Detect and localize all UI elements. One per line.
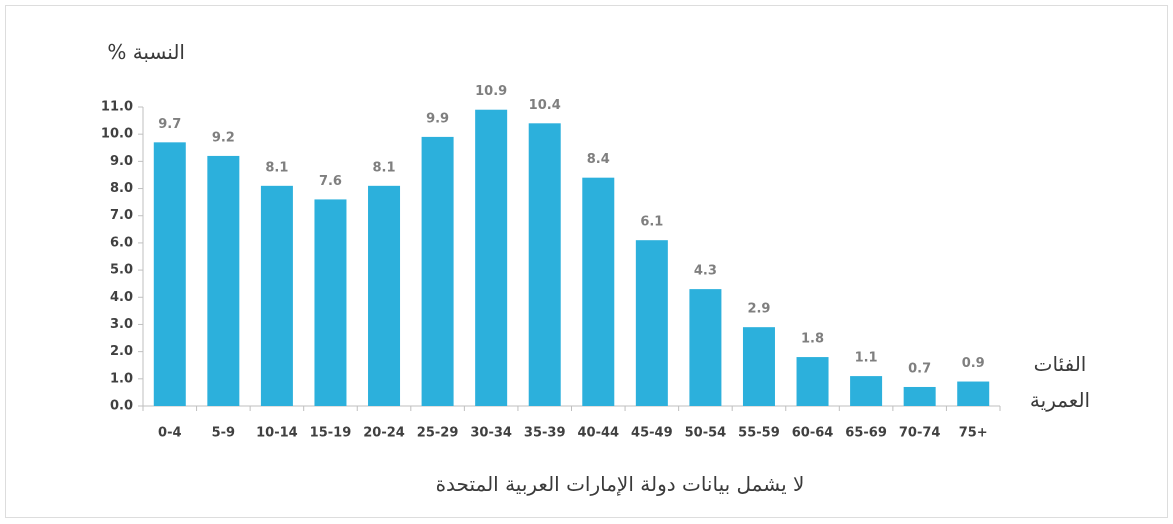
note: لا يشمل بيانات دولة الإمارات العربية الم… [435,472,805,496]
data-label: 8.4 [587,152,610,167]
bar [689,289,722,406]
data-label: 8.1 [265,160,288,175]
data-label: 0.9 [962,356,985,371]
data-label: 1.8 [801,332,824,347]
x-tick-label: 0-4 [158,426,182,441]
data-label: 4.3 [694,264,717,279]
y-tick-label: 7.0 [110,208,133,223]
x-axis-label: الفئات العمرية [1029,352,1091,412]
x-tick-label: 10-14 [256,426,298,441]
x-tick-label: 50-54 [685,426,727,441]
y-tick-label: 11.0 [101,100,133,115]
bar [475,109,508,406]
data-label: 9.9 [426,111,449,126]
y-tick-label: 10.0 [101,127,133,142]
x-tick-label: 20-24 [363,426,405,441]
bar [742,327,775,406]
bar [582,177,615,406]
y-tick-label: 8.0 [110,181,133,196]
y-axis-label: النسبة % [107,40,185,64]
data-label: 7.6 [319,174,342,189]
data-label: 10.9 [475,84,507,99]
data-label: 8.1 [373,160,396,175]
frame [5,5,1168,518]
x-tick-label: 35-39 [524,426,566,441]
y-tick-label: 9.0 [110,154,133,169]
x-tick-label: 15-19 [310,426,352,441]
x-tick-label: 30-34 [470,426,512,441]
data-label: 0.7 [908,361,931,376]
y-tick-label: 1.0 [110,371,133,386]
bar [368,185,401,406]
x-tick-label: 25-29 [417,426,459,441]
x-tick-label: 45-49 [631,426,673,441]
x-tick-label: 60-64 [792,426,834,441]
x-tick-label: 65-69 [845,426,887,441]
bar [421,136,454,406]
x-tick-label: 75+ [959,426,988,441]
bar [153,142,186,406]
x-tick-label: 40-44 [577,426,619,441]
y-tick-label: 4.0 [110,290,133,305]
bar [850,376,883,406]
data-label: 9.7 [158,117,181,132]
data-label: 9.2 [212,130,235,145]
data-label: 1.1 [855,351,878,366]
y-tick-label: 0.0 [110,399,133,414]
x-tick-label: 70-74 [899,426,941,441]
data-label: 10.4 [529,98,561,113]
x-tick-label: 55-59 [738,426,780,441]
y-tick-label: 3.0 [110,317,133,332]
x-tick-label: 5-9 [212,426,236,441]
data-label: 2.9 [747,302,770,317]
bar [796,357,829,406]
bar [260,185,293,406]
bar [528,123,561,407]
bar [314,199,347,406]
bar [957,381,990,406]
y-tick-label: 5.0 [110,263,133,278]
bar [903,386,936,406]
bar [207,155,240,406]
y-tick-label: 6.0 [110,235,133,250]
y-tick-label: 2.0 [110,344,133,359]
data-label: 6.1 [640,215,663,230]
bar [635,240,668,406]
